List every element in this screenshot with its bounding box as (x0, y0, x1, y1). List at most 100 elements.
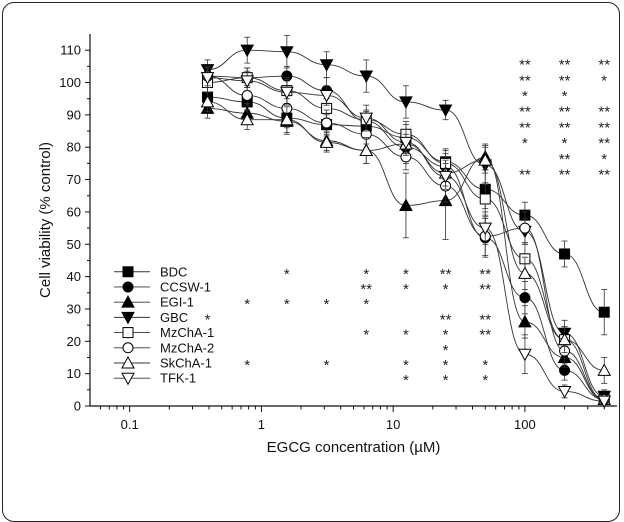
significance-mark-top: ** (559, 151, 571, 168)
legend-marker (121, 355, 135, 369)
significance-mark-top: ** (559, 57, 571, 74)
significance-mark: * (443, 342, 449, 359)
significance-mark: * (443, 281, 449, 298)
data-point (280, 86, 294, 100)
y-tick-label: 100 (59, 75, 81, 90)
legend-marker (121, 372, 135, 386)
series-skcha-1 (200, 91, 612, 384)
significance-mark: * (443, 372, 449, 389)
x-tick-label: 100 (514, 417, 536, 432)
x-tick-label: 1 (258, 417, 265, 432)
legend-item: MzChA-1 (114, 325, 214, 340)
data-point (240, 44, 255, 58)
x-tick-label: 0.1 (121, 417, 139, 432)
x-axis-label: EGCG concentration (µM) (267, 439, 441, 456)
data-point (597, 363, 612, 376)
significance-mark: * (443, 357, 449, 374)
significance-mark: * (324, 296, 330, 313)
legend-marker (122, 342, 134, 354)
legend-item: GBC (114, 310, 188, 325)
significance-mark: * (403, 327, 409, 344)
significance-mark: * (482, 372, 488, 389)
data-point (438, 104, 453, 118)
data-point (518, 266, 532, 279)
significance-mark: * (205, 311, 211, 328)
significance-mark: * (244, 296, 250, 313)
y-axis-label: Cell viability (% control) (37, 142, 54, 298)
significance-mark: ** (479, 311, 491, 328)
data-point (597, 395, 612, 409)
significance-mark: * (324, 357, 330, 374)
data-point (519, 222, 531, 234)
significance-mark: ** (360, 281, 372, 298)
data-point (359, 143, 374, 156)
data-point (321, 117, 333, 129)
legend-marker (122, 327, 134, 339)
data-point (519, 292, 531, 304)
significance-mark-top: ** (598, 119, 610, 136)
significance-mark: * (363, 266, 369, 283)
significance-mark: * (403, 266, 409, 283)
significance-mark-top: ** (598, 57, 610, 74)
significance-mark: * (363, 296, 369, 313)
data-point (478, 222, 493, 236)
data-point (479, 193, 491, 205)
significance-mark: ** (440, 311, 452, 328)
y-tick-label: 90 (67, 107, 81, 122)
significance-mark-top: ** (519, 72, 531, 89)
legend-label: SkChA-1 (160, 356, 212, 371)
significance-mark-top: ** (598, 104, 610, 121)
significance-mark-top: ** (598, 167, 610, 184)
significance-mark-top: * (562, 88, 568, 105)
y-tick-label: 60 (67, 204, 81, 219)
data-point (240, 75, 255, 88)
data-point (557, 385, 572, 399)
significance-mark-top: ** (559, 72, 571, 89)
legend-label: GBC (160, 310, 188, 325)
legend-marker (122, 266, 134, 278)
significance-mark: * (482, 357, 488, 374)
data-point (518, 314, 532, 328)
x-tick-label: 10 (386, 417, 400, 432)
y-tick-label: 80 (67, 140, 81, 155)
significance-mark: * (244, 357, 250, 374)
y-tick-label: 70 (67, 172, 81, 187)
series-line (207, 77, 605, 402)
data-point (399, 96, 413, 109)
data-point (319, 59, 334, 72)
significance-mark-top: ** (519, 119, 531, 136)
data-point (200, 72, 215, 85)
significance-mark-top: ** (559, 104, 571, 121)
legend-label: TFK-1 (160, 371, 196, 386)
significance-mark-top: * (601, 151, 607, 168)
significance-mark-top: ** (519, 57, 531, 74)
legend-item: TFK-1 (114, 371, 196, 386)
series-tfk-1 (200, 67, 612, 409)
data-point (399, 136, 413, 150)
significance-marks: * * * ** **** * * *** * * ** ** *** * * **** * * * ** * *** **… (205, 57, 611, 390)
significance-mark: ** (479, 281, 491, 298)
legend-marker (122, 281, 134, 293)
legend-label: MzChA-2 (160, 340, 214, 355)
data-point (241, 89, 253, 101)
significance-mark-top: * (562, 135, 568, 152)
y-tick-label: 40 (67, 269, 81, 284)
legend-item: CCSW-1 (114, 279, 211, 294)
significance-mark-top: ** (598, 135, 610, 152)
data-point (319, 135, 334, 148)
legend-marker (121, 311, 135, 325)
data-point (319, 89, 334, 103)
data-point (280, 112, 294, 126)
significance-mark: ** (479, 266, 491, 283)
data-point (438, 170, 453, 184)
data-point (399, 198, 413, 211)
series-line (207, 96, 605, 313)
data-point (478, 153, 493, 166)
significance-mark-top: * (522, 135, 528, 152)
significance-mark: ** (479, 327, 491, 344)
legend-label: EGI-1 (160, 295, 194, 310)
legend-item: SkChA-1 (114, 356, 212, 371)
y-tick-label: 10 (67, 366, 81, 381)
